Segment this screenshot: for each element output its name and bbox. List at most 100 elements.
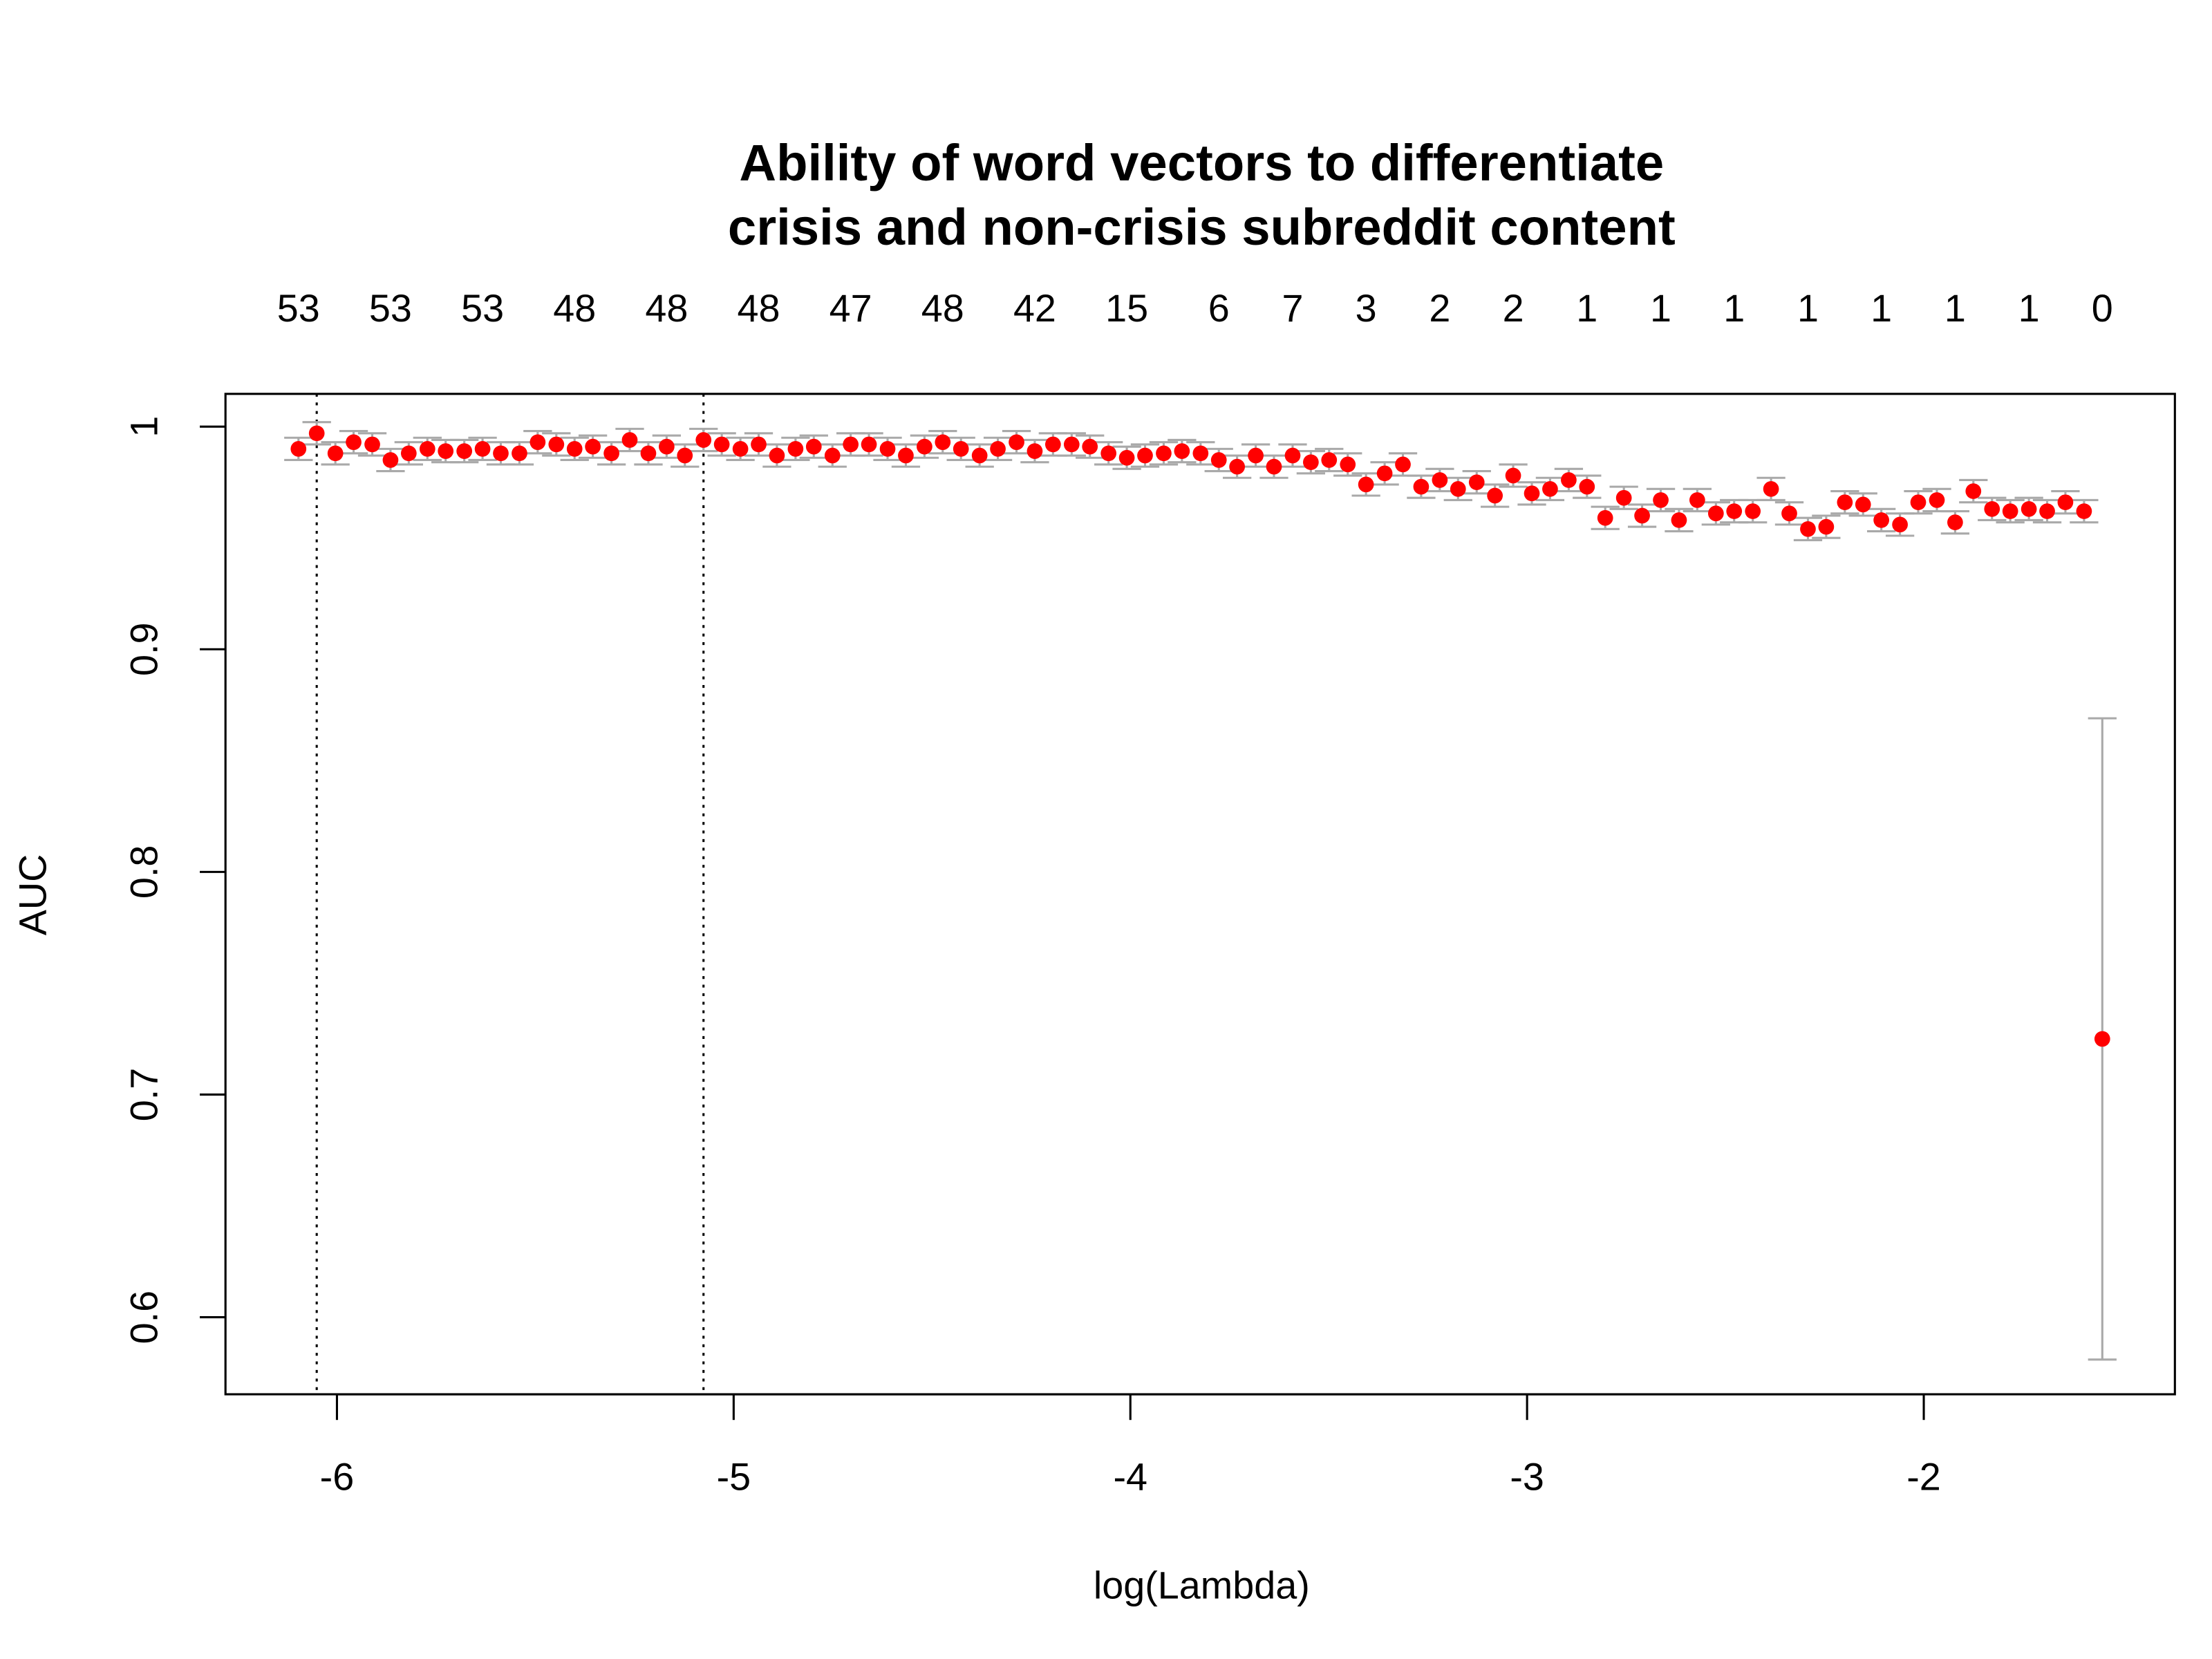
y-tick-label: 0.8: [122, 845, 165, 899]
point: [2057, 494, 2074, 511]
point: [1303, 454, 1319, 471]
top-tick-label: 1: [1944, 287, 1966, 330]
point: [364, 436, 380, 453]
point: [824, 447, 841, 464]
point: [1726, 503, 1743, 519]
point: [1468, 474, 1485, 491]
point: [1358, 476, 1374, 493]
top-tick-label: 6: [1208, 287, 1230, 330]
point: [769, 447, 785, 464]
point: [1579, 478, 1595, 495]
point: [327, 445, 344, 462]
point: [1100, 445, 1117, 462]
top-tick-label: 42: [1013, 287, 1056, 330]
point: [566, 441, 583, 457]
point: [1524, 485, 1540, 502]
y-tick-label: 1: [122, 416, 165, 438]
point: [1044, 436, 1061, 453]
point: [1800, 521, 1816, 537]
x-tick-label: -4: [1113, 1456, 1147, 1499]
point: [1781, 505, 1797, 522]
point: [1413, 478, 1430, 495]
point: [861, 436, 877, 453]
top-tick-label: 48: [553, 287, 596, 330]
plot-frame: [224, 393, 2176, 1396]
y-axis-title: AUC: [11, 854, 54, 936]
point: [1855, 496, 1871, 513]
point: [917, 438, 932, 455]
point: [1192, 445, 1209, 462]
point: [1745, 503, 1761, 519]
point: [935, 434, 951, 451]
y-tick-label: 0.9: [122, 623, 165, 676]
top-tick-label: 1: [1576, 287, 1597, 330]
point: [548, 436, 565, 453]
point: [1248, 447, 1264, 464]
point: [1873, 512, 1889, 528]
point: [1597, 509, 1613, 526]
point: [695, 432, 712, 448]
point: [346, 434, 362, 451]
point: [751, 436, 767, 453]
top-tick-label: 1: [1723, 287, 1745, 330]
point: [1892, 516, 1908, 533]
top-tick-label: 53: [277, 287, 320, 330]
point: [438, 443, 454, 459]
point: [1432, 472, 1448, 488]
point: [1653, 492, 1669, 508]
point: [585, 438, 601, 455]
top-tick-label: 53: [369, 287, 412, 330]
top-tick-label: 1: [1871, 287, 1892, 330]
point: [290, 441, 307, 457]
point: [1063, 436, 1080, 453]
point: [805, 438, 822, 455]
point: [1929, 492, 1945, 508]
top-tick-label: 53: [461, 287, 504, 330]
point: [529, 434, 546, 451]
point: [1027, 443, 1043, 459]
point: [1634, 507, 1650, 524]
point: [1671, 512, 1687, 528]
point: [1340, 456, 1356, 473]
point: [1542, 480, 1558, 497]
chart-title: crisis and non-crisis subreddit content: [728, 198, 1676, 256]
point: [879, 441, 896, 457]
point: [2002, 503, 2018, 519]
point: [1984, 500, 2000, 517]
point: [1284, 447, 1301, 464]
y-tick-label: 0.7: [122, 1068, 165, 1121]
point: [474, 441, 491, 457]
point: [1395, 456, 1411, 473]
point: [456, 443, 473, 459]
point: [419, 441, 435, 457]
point: [621, 432, 638, 448]
point: [898, 447, 914, 464]
point: [990, 441, 1006, 457]
point: [732, 441, 749, 457]
top-tick-label: 48: [921, 287, 964, 330]
point: [1137, 447, 1153, 464]
top-tick-label: 1: [1797, 287, 1819, 330]
point: [493, 445, 509, 462]
x-tick-label: -6: [320, 1456, 355, 1499]
point: [1321, 452, 1338, 468]
point: [308, 425, 325, 442]
point: [1174, 443, 1190, 459]
x-tick-label: -5: [717, 1456, 751, 1499]
point: [603, 445, 619, 462]
x-axis-title: log(Lambda): [1094, 1564, 1310, 1607]
point: [2021, 500, 2037, 517]
x-tick-label: -3: [1510, 1456, 1544, 1499]
top-tick-label: 2: [1503, 287, 1524, 330]
point: [1009, 434, 1024, 451]
y-tick-label: 0.6: [122, 1291, 165, 1344]
point: [1615, 489, 1632, 506]
point: [787, 441, 804, 457]
point: [1561, 472, 1577, 488]
point: [1837, 494, 1853, 511]
point: [1487, 487, 1503, 504]
point: [1947, 514, 1963, 531]
top-tick-label: 0: [2092, 287, 2113, 330]
point: [1229, 458, 1245, 475]
